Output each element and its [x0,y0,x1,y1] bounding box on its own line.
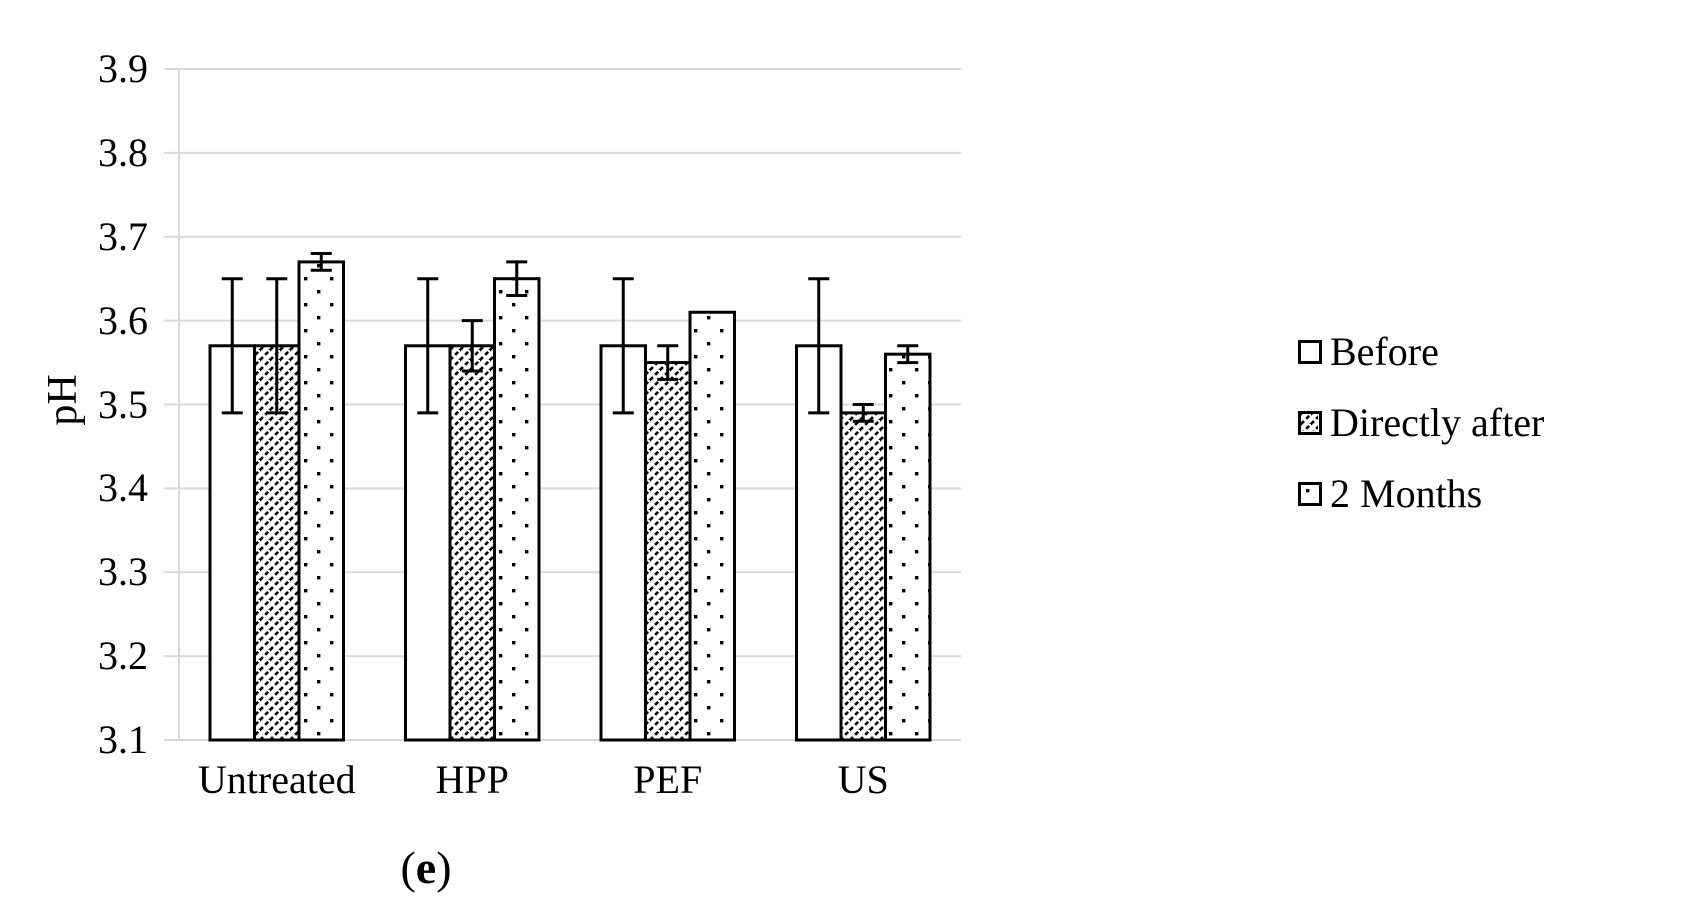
caption-paren-open: ( [400,842,416,893]
y-axis-title: pH [40,374,86,426]
legend-label-before: Before [1330,329,1439,374]
error-bar-us-before [808,277,830,415]
error-bar-us-directly-after [852,403,874,423]
x-category-label-pef: PEF [633,757,703,802]
x-category-label-us: US [837,757,889,802]
bar-us-before [795,344,843,742]
caption-paren-close: ) [436,842,452,893]
bar-hpp-2-months [493,277,541,742]
y-tick-label-3.7: 3.7 [98,213,148,259]
bar-us-directly-after [839,411,887,742]
legend: Before Directly after 2 Months [1298,329,1545,516]
error-bar-hpp-before [417,277,439,415]
caption-letter: e [415,842,437,893]
legend-label-2-months: 2 Months [1330,471,1483,516]
error-bar-hpp-2-months [506,260,528,297]
x-category-label-untreated: Untreated [197,757,356,802]
y-tick-label-3.5: 3.5 [98,381,148,427]
bar-hpp-directly-after [448,344,496,742]
legend-swatch-directly-after [1298,411,1322,435]
error-bar-hpp-directly-after [461,319,483,373]
y-tick-label-3.8: 3.8 [98,129,148,175]
bar-untreated-2-months [297,260,345,742]
legend-swatch-before [1298,340,1322,364]
y-tick-label-3.3: 3.3 [98,549,148,595]
bar-pef-directly-after [644,361,692,742]
y-tick-label-3.4: 3.4 [98,465,148,511]
legend-item-before: Before [1298,329,1544,374]
figure-caption: (e) [346,843,506,893]
y-tick-label-3.1: 3.1 [98,717,148,762]
error-bar-pef-before [612,277,634,415]
y-tick-label-3.2: 3.2 [98,633,148,679]
bar-us-2-months [884,352,932,742]
y-tick-label-3.6: 3.6 [98,297,148,343]
bar-pef-2-months [688,310,736,742]
error-bar-us-2-months [897,344,919,365]
y-tick-label-3.9: 3.9 [98,46,148,91]
x-category-label-hpp: HPP [435,757,509,802]
error-bar-untreated-2-months [310,252,332,272]
error-bar-pef-directly-after [657,344,679,381]
legend-item-directly-after: Directly after [1298,400,1545,445]
legend-item-2-months: 2 Months [1298,471,1544,516]
error-bar-untreated-before [221,277,243,415]
legend-swatch-2-months [1298,482,1322,506]
error-bar-untreated-directly-after [266,277,288,415]
legend-label-directly-after: Directly after [1330,400,1545,445]
